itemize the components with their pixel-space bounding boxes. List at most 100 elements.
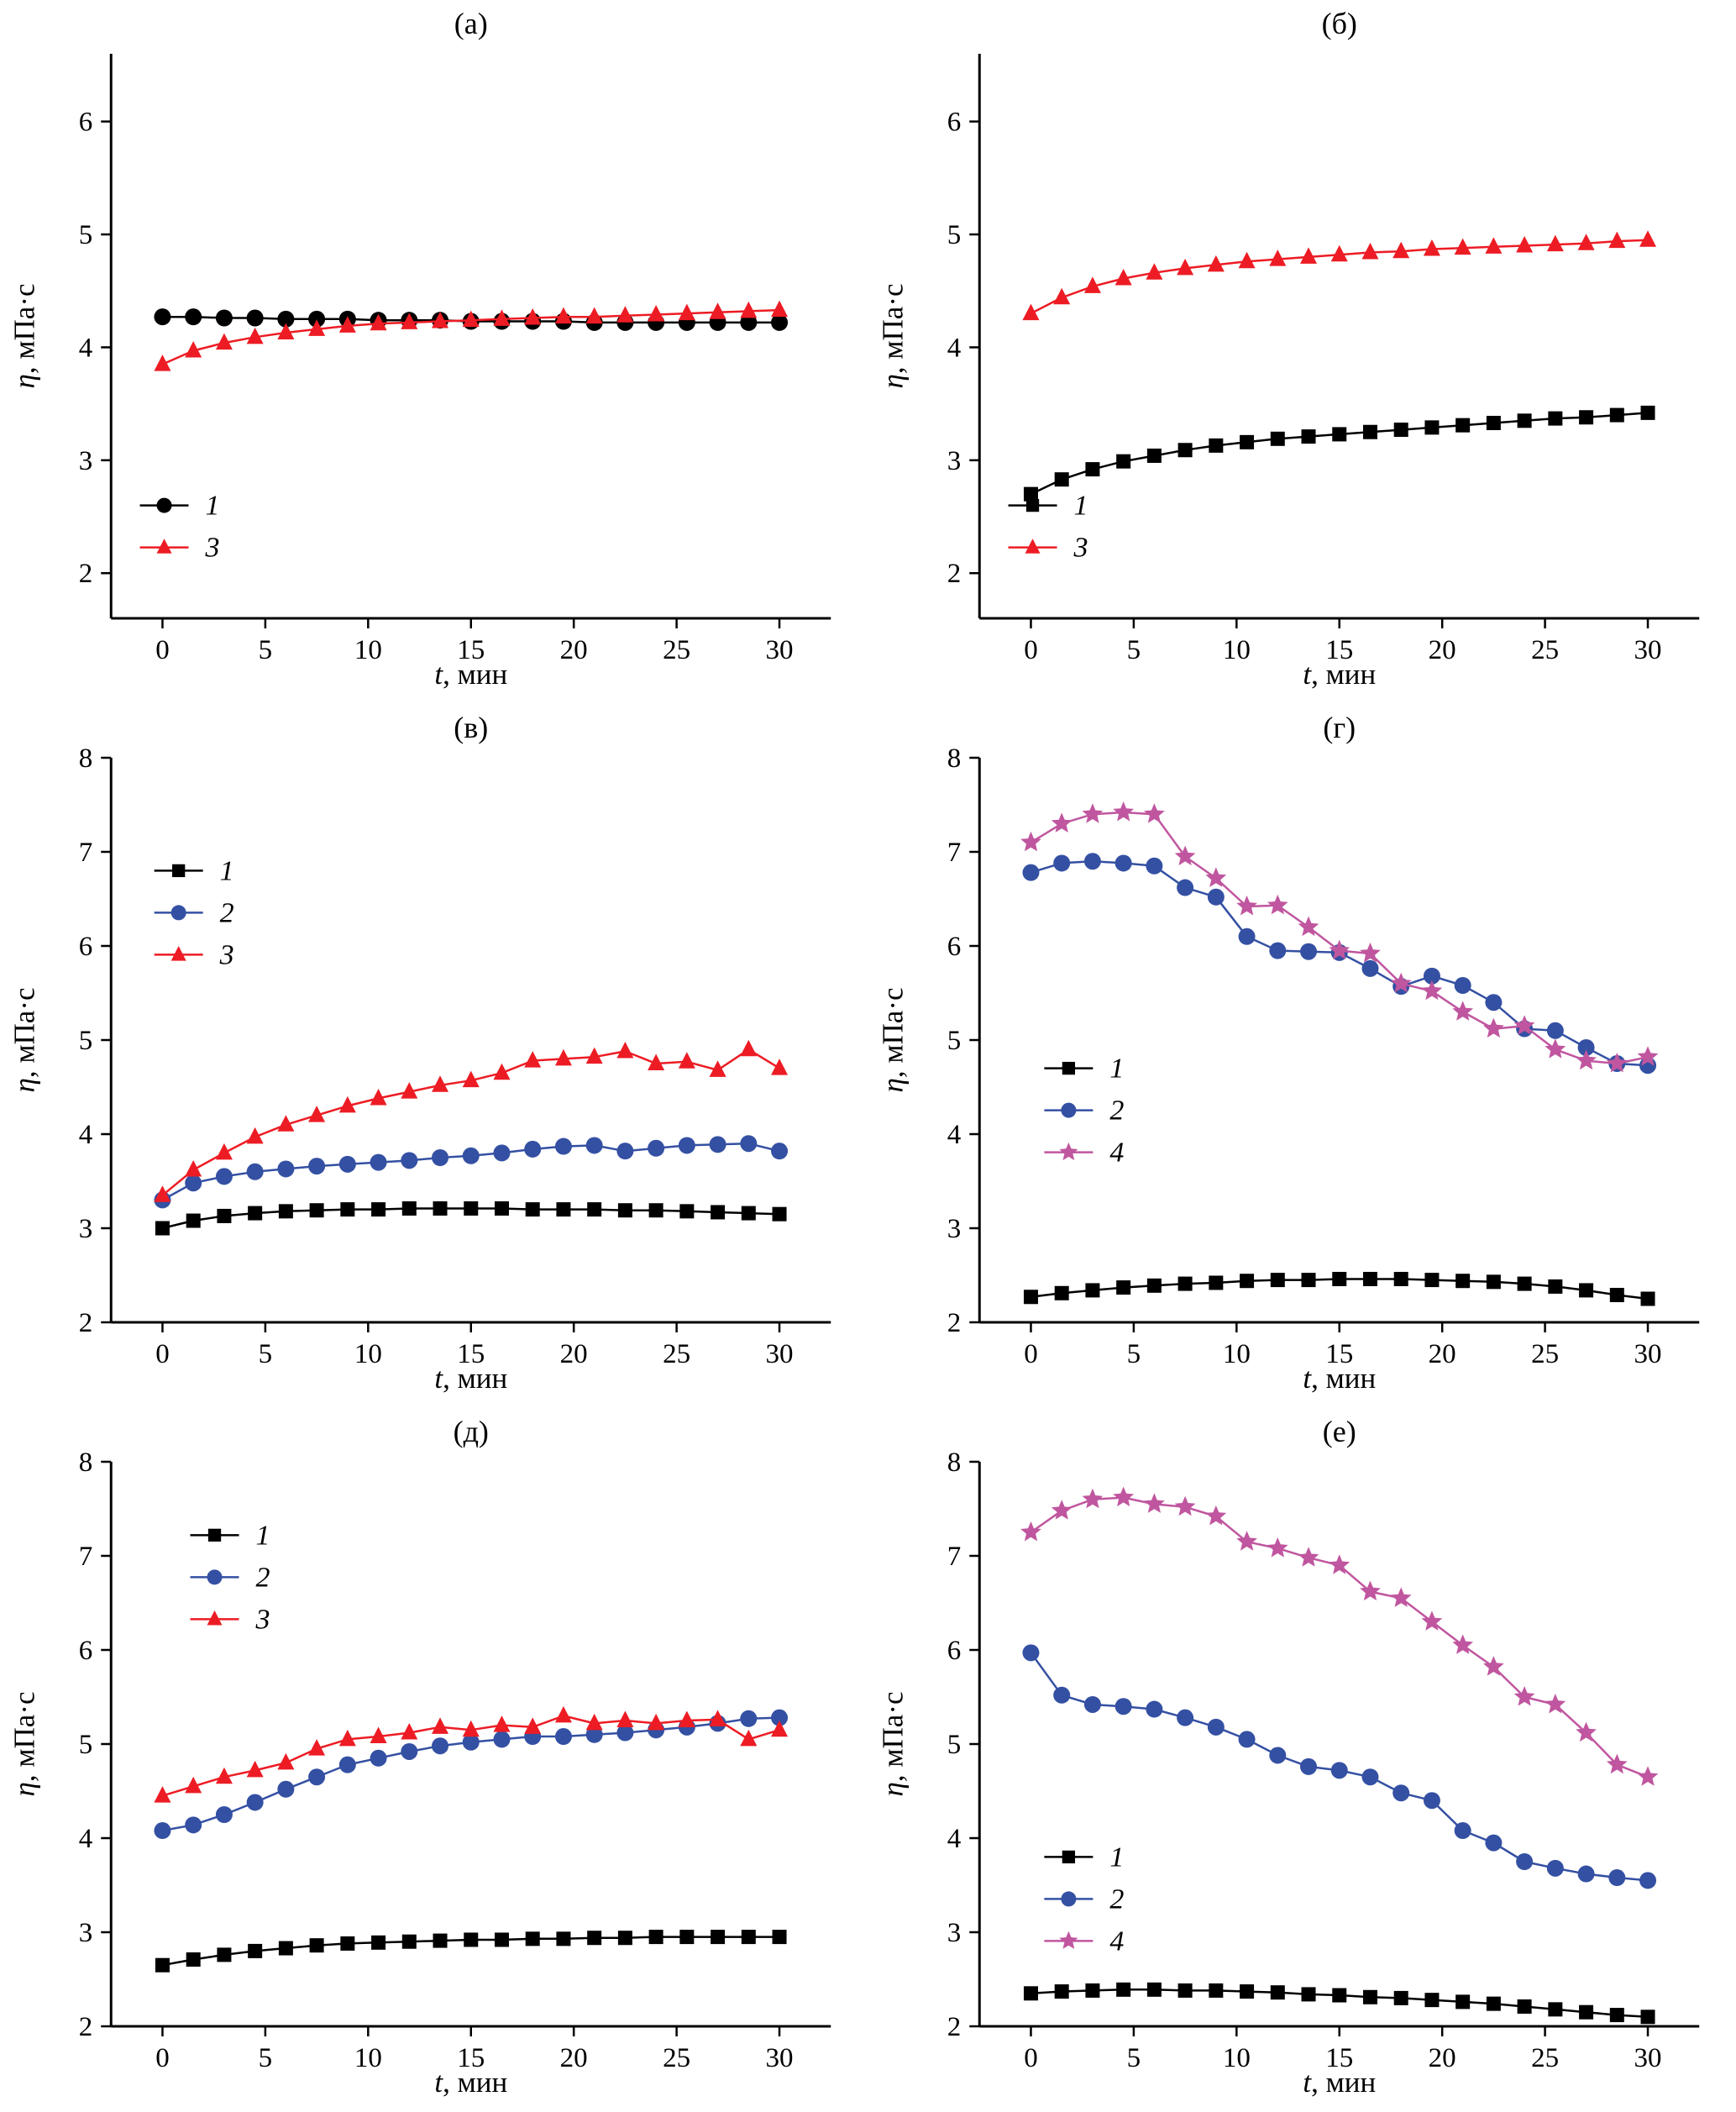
circle-marker — [678, 1137, 695, 1154]
square-marker — [217, 1208, 232, 1223]
square-marker — [741, 1206, 756, 1221]
x-tick-label: 5 — [1126, 1339, 1141, 1369]
x-tick-label: 10 — [354, 1339, 382, 1369]
triangle-marker — [554, 1705, 572, 1723]
square-marker — [1455, 1274, 1470, 1289]
square-marker — [1640, 1291, 1655, 1306]
star-marker — [1544, 1694, 1566, 1714]
square-marker — [1547, 1279, 1562, 1294]
x-axis-label: t, мин — [1303, 2066, 1376, 2099]
circle-marker — [1299, 1757, 1317, 1775]
circle-marker — [709, 1136, 726, 1153]
circle-marker — [215, 309, 233, 327]
legend-label: 3 — [205, 533, 220, 564]
chart-panel-d: 0 5 10 15 20 25 30 2 3 4 5 6 7 8 (д) η, мПа·с t, мин 1 2 3 — [0, 1408, 868, 2112]
square-marker — [1177, 1276, 1193, 1291]
square-marker — [1084, 462, 1099, 477]
triangle-marker — [338, 316, 356, 333]
square-marker — [1025, 498, 1039, 512]
square-marker — [494, 1200, 509, 1216]
circle-marker — [771, 1143, 789, 1160]
square-marker — [1578, 1283, 1593, 1298]
square-marker — [648, 1930, 663, 1945]
square-marker — [278, 1941, 293, 1956]
square-marker — [1301, 429, 1316, 444]
square-marker — [711, 1930, 726, 1945]
triangle-marker — [709, 302, 726, 319]
square-marker — [1054, 472, 1069, 487]
x-tick-label: 5 — [259, 2043, 273, 2073]
square-marker — [1331, 1271, 1346, 1286]
circle-marker — [1021, 864, 1039, 881]
panel-title: (г) — [1323, 711, 1356, 744]
legend-item-3: 3 — [1008, 533, 1088, 564]
circle-marker — [1115, 1698, 1132, 1715]
circle-marker — [1052, 1686, 1070, 1704]
triangle-marker — [1361, 243, 1378, 260]
series-markers-1 — [1023, 405, 1655, 502]
square-marker — [556, 1202, 571, 1217]
y-tick-label: 7 — [79, 838, 93, 868]
square-marker — [1393, 1990, 1408, 2005]
series-markers-3 — [1021, 230, 1656, 321]
star-marker — [1637, 1046, 1658, 1066]
x-tick-label: 25 — [1531, 2043, 1559, 2073]
triangle-marker — [648, 1713, 665, 1731]
triangle-marker — [185, 1776, 202, 1794]
circle-marker — [554, 1137, 572, 1155]
star-marker — [1020, 831, 1041, 852]
x-tick-label: 15 — [457, 1339, 485, 1369]
square-marker — [1146, 1982, 1162, 1997]
square-marker — [309, 1203, 324, 1218]
y-tick-label: 8 — [947, 1447, 961, 1478]
square-marker — [248, 1943, 263, 1958]
x-tick-label: 20 — [560, 2043, 588, 2073]
star-marker — [1482, 1017, 1504, 1038]
triangle-marker — [185, 340, 202, 358]
triangle-marker — [493, 1063, 511, 1080]
triangle-marker — [554, 307, 572, 324]
legend-label: 1 — [206, 491, 220, 522]
square-marker — [1486, 415, 1501, 430]
circle-marker — [338, 1756, 356, 1773]
triangle-marker — [771, 300, 789, 318]
triangle-marker — [432, 1075, 449, 1092]
x-tick-label: 5 — [259, 635, 273, 665]
square-marker — [1424, 1993, 1439, 2008]
square-marker — [1578, 2004, 1593, 2020]
square-marker — [587, 1931, 602, 1946]
chart-panel-v: 0 5 10 15 20 25 30 2 3 4 5 6 7 8 (в) η, мПа·с t, мин 1 2 3 — [0, 704, 868, 1408]
star-marker — [1174, 845, 1195, 866]
y-tick-label: 5 — [947, 1730, 961, 1760]
y-tick-label: 3 — [79, 1918, 93, 1948]
circle-marker — [740, 313, 758, 331]
triangle-marker — [524, 307, 542, 325]
circle-marker — [185, 1174, 202, 1192]
x-tick-label: 15 — [1325, 2043, 1353, 2073]
y-tick-label: 4 — [79, 1824, 93, 1854]
square-marker — [1023, 1986, 1038, 2001]
star-marker — [1575, 1721, 1597, 1742]
circle-marker — [1083, 1695, 1101, 1713]
chart-panel-a: 0 5 10 15 20 25 30 2 3 4 5 6 (а) η, мПа·с t, мин 1 3 — [0, 0, 868, 704]
square-marker — [1424, 1273, 1439, 1288]
circle-marker — [432, 1737, 449, 1755]
square-marker — [525, 1202, 540, 1217]
star-marker — [1204, 1505, 1226, 1526]
circle-marker — [246, 1794, 264, 1811]
square-marker — [1609, 1288, 1624, 1303]
star-marker — [1390, 972, 1412, 993]
square-marker — [186, 1213, 201, 1228]
square-marker — [186, 1952, 201, 1967]
circle-marker — [1115, 854, 1132, 872]
circle-marker — [215, 1806, 233, 1823]
star-marker — [1020, 1521, 1041, 1542]
circle-marker — [1423, 1792, 1440, 1810]
circle-marker — [277, 1160, 295, 1178]
square-marker — [679, 1204, 695, 1219]
star-marker — [1267, 894, 1288, 915]
square-marker — [1547, 2002, 1562, 2017]
circle-marker — [207, 1569, 223, 1585]
legend-label: 2 — [1109, 1883, 1124, 1915]
square-marker — [464, 1200, 479, 1216]
